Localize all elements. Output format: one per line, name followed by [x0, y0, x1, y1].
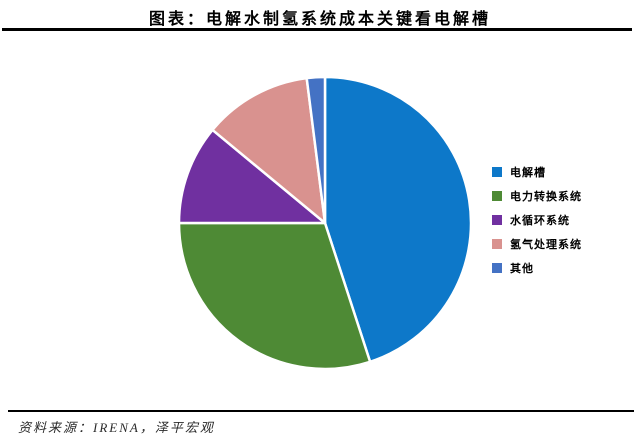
- source-note: 资料来源：IRENA，泽平宏观: [18, 420, 215, 435]
- footer-divider: [8, 410, 634, 412]
- legend-item: 电力转换系统: [492, 184, 582, 208]
- pie-slice: [177, 221, 372, 371]
- pie-slice: [323, 75, 473, 364]
- legend-swatch: [492, 191, 502, 201]
- legend-label: 电解槽: [510, 167, 546, 179]
- legend-label: 氢气处理系统: [510, 239, 582, 251]
- legend-label: 电力转换系统: [510, 191, 582, 203]
- title-divider: [2, 28, 632, 31]
- legend-swatch: [492, 215, 502, 225]
- legend-item: 电解槽: [492, 160, 582, 184]
- legend-item: 氢气处理系统: [492, 232, 582, 256]
- pie-chart: [177, 75, 473, 371]
- legend-item: 水循环系统: [492, 208, 582, 232]
- legend-swatch: [492, 239, 502, 249]
- legend: 电解槽电力转换系统 水循环系统氢气处理系统 其他: [492, 160, 582, 280]
- legend-swatch: [492, 263, 502, 273]
- chart-title: 图表：电解水制氢系统成本关键看电解槽: [148, 11, 491, 28]
- pie-slice: [211, 76, 327, 225]
- pie-slice: [305, 75, 327, 225]
- legend-item: 其他: [492, 256, 582, 280]
- legend-label: 水循环系统: [510, 215, 570, 227]
- legend-swatch: [492, 167, 502, 177]
- pie-slice: [177, 128, 327, 225]
- legend-label: 其他: [510, 263, 534, 275]
